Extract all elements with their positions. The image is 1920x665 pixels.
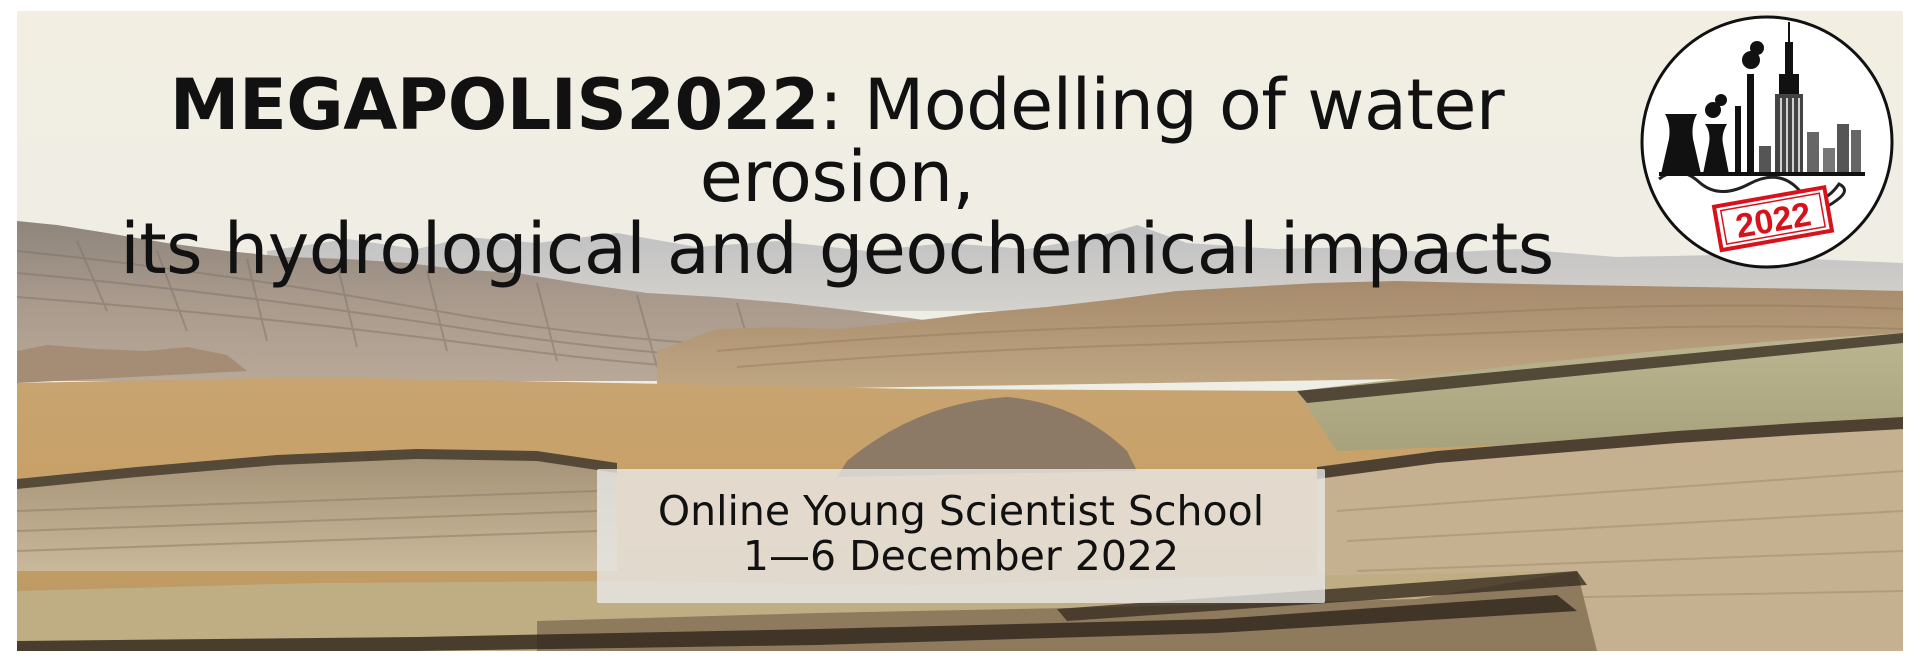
page-title: MEGAPOLIS2022: Modelling of water erosio… bbox=[57, 69, 1617, 285]
title-event-name: MEGAPOLIS2022 bbox=[169, 64, 820, 146]
event-type: Online Young Scientist School bbox=[657, 487, 1265, 535]
megapolis-logo-icon: 2022 bbox=[1640, 15, 1894, 269]
event-dates: 1—6 December 2022 bbox=[742, 532, 1180, 580]
banner: MEGAPOLIS2022: Modelling of water erosio… bbox=[17, 11, 1903, 651]
title-line1-rest: : Modelling of water erosion, bbox=[699, 64, 1505, 218]
title-line2: its hydrological and geochemical impacts bbox=[120, 208, 1554, 290]
event-info-box: Online Young Scientist School 1—6 Decemb… bbox=[597, 469, 1325, 603]
